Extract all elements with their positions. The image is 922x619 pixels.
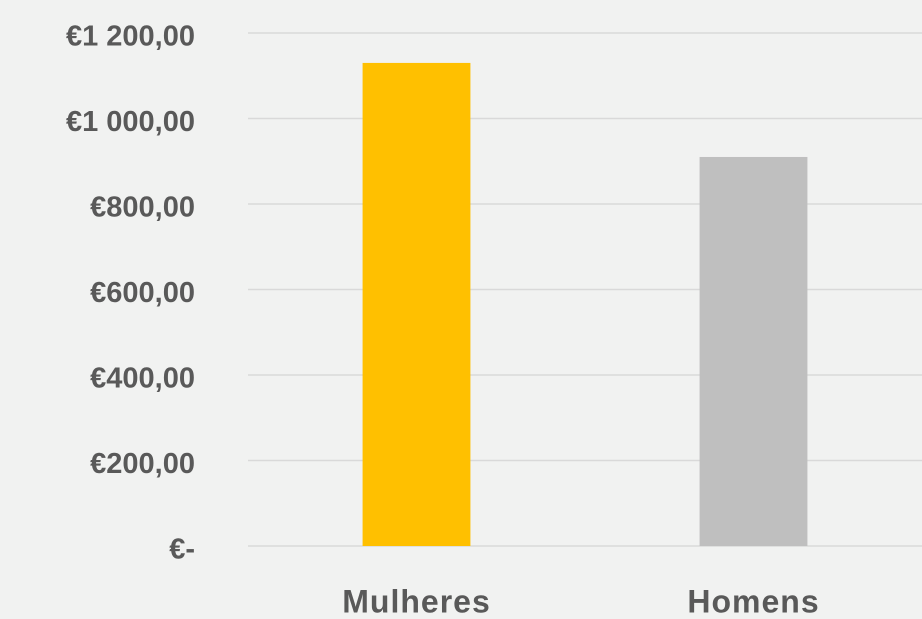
- y-tick-label: €1 200,00: [66, 21, 195, 53]
- y-tick-label: €600,00: [90, 277, 195, 309]
- y-tick-label: €1 000,00: [66, 106, 195, 138]
- y-tick-label: €-: [169, 534, 195, 566]
- y-tick-label: €200,00: [90, 448, 195, 480]
- x-tick-label: Mulheres: [342, 583, 490, 619]
- y-tick-label: €800,00: [90, 192, 195, 224]
- y-tick-label: €400,00: [90, 363, 195, 395]
- x-tick-label: Homens: [687, 583, 819, 619]
- bar: [362, 62, 471, 547]
- bar: [699, 156, 808, 546]
